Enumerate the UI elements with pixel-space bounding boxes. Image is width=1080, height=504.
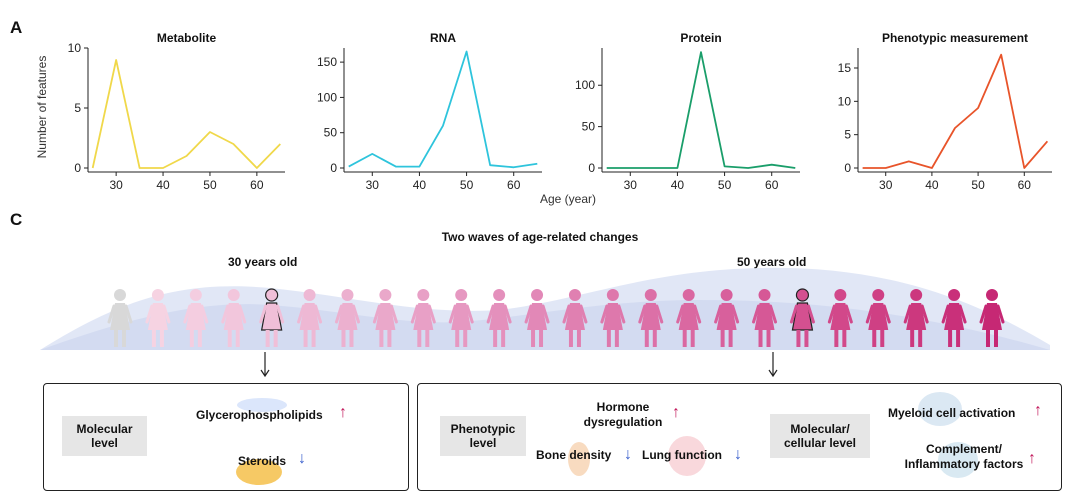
chart-2: Protein 0 50 100 30 40 50 60 <box>575 31 800 192</box>
myeloid-label: Myeloid cell activation <box>888 406 1016 420</box>
wave-title: Two waves of age-related changes <box>441 230 639 244</box>
person-figure <box>979 289 1005 347</box>
panel-c-letter: C <box>10 210 23 229</box>
y-tick-label: 15 <box>838 61 852 75</box>
x-tick-label: 50 <box>718 178 732 192</box>
steroid-icon <box>236 459 282 485</box>
x-tick-label: 50 <box>971 178 985 192</box>
age-50-label: 50 years old <box>737 255 807 269</box>
chart-title: RNA <box>430 31 456 45</box>
bone-density-down-arrow-icon: ↓ <box>624 446 632 463</box>
age-30-label: 30 years old <box>228 255 298 269</box>
y-tick-label: 0 <box>330 161 337 175</box>
molecular-cellular-level-label: Molecular/ cellular level <box>770 414 870 458</box>
phenotypic-molecular-box: Phenotypic level Hormone dysregulation ↑… <box>417 383 1062 491</box>
person-figure <box>714 289 740 347</box>
y-tick-label: 100 <box>317 90 337 104</box>
chart-title: Phenotypic measurement <box>882 31 1028 45</box>
bone-icon <box>568 442 590 476</box>
glycerophospholipids-up-arrow-icon: ↑ <box>339 404 347 421</box>
chart-1: RNA 0 50 100 150 30 40 50 60 <box>317 31 542 192</box>
x-tick-label: 50 <box>203 178 217 192</box>
x-tick-label: 30 <box>109 178 123 192</box>
x-tick-label: 40 <box>413 178 427 192</box>
y-tick-label: 0 <box>74 161 81 175</box>
panel-a-letter: A <box>10 18 23 37</box>
person-figure <box>524 289 550 347</box>
y-tick-label: 0 <box>588 161 595 175</box>
person-figure <box>334 289 360 347</box>
complement-icon <box>938 442 978 478</box>
lung-icon <box>668 436 706 476</box>
person-figure <box>259 288 285 347</box>
complement-up-arrow-icon: ↑ <box>1028 450 1036 467</box>
pointer-arrow-icon <box>768 352 778 378</box>
steroids-label: Steroids <box>238 454 287 468</box>
pointer-arrow-icon <box>260 352 270 378</box>
x-tick-label: 40 <box>156 178 170 192</box>
person-figure <box>941 289 967 347</box>
myeloid-cell-icon <box>918 392 962 426</box>
person-figure <box>752 289 778 347</box>
x-tick-label: 30 <box>366 178 380 192</box>
person-figure <box>297 289 323 347</box>
y-tick-label: 150 <box>317 55 337 69</box>
person-figure <box>107 289 133 347</box>
x-tick-label: 60 <box>250 178 264 192</box>
chart-0: Metabolite 0 5 10 30 40 50 60 <box>68 31 285 192</box>
person-figure <box>221 289 247 347</box>
person-figure <box>827 289 853 347</box>
person-figure <box>145 289 171 347</box>
y-tick-label: 0 <box>844 161 851 175</box>
lung-function-down-arrow-icon: ↓ <box>734 446 742 463</box>
myeloid-up-arrow-icon: ↑ <box>1034 402 1042 419</box>
person-figure <box>600 289 626 347</box>
bone-density-label: Bone density <box>536 448 612 462</box>
lipid-icon <box>237 398 287 412</box>
person-figure <box>372 289 398 347</box>
lung-function-label: Lung function <box>642 448 722 462</box>
person-figure <box>638 289 664 347</box>
person-figure <box>789 288 815 347</box>
person-figure <box>676 289 702 347</box>
person-figure <box>486 289 512 347</box>
person-figure <box>410 289 436 347</box>
hormone-up-arrow-icon: ↑ <box>672 404 680 421</box>
y-tick-label: 10 <box>838 94 852 108</box>
chart-3: Phenotypic measurement 0 5 10 15 30 40 50 60 <box>838 31 1052 192</box>
chart-title: Protein <box>680 31 721 45</box>
chart-title: Metabolite <box>157 31 217 45</box>
person-figure <box>865 289 891 347</box>
x-tick-label: 30 <box>624 178 638 192</box>
x-tick-label: 40 <box>925 178 939 192</box>
y-tick-label: 50 <box>324 126 338 140</box>
steroids-down-arrow-icon: ↓ <box>298 450 306 467</box>
x-tick-label: 30 <box>879 178 893 192</box>
x-axis-label: Age (year) <box>540 192 597 206</box>
y-tick-label: 50 <box>582 120 596 134</box>
x-tick-label: 50 <box>460 178 474 192</box>
person-figure <box>183 289 209 347</box>
hormone-label: Hormone dysregulation <box>583 400 663 429</box>
molecular-box: Molecular level Glycerophospholipids ↑ S… <box>43 383 409 491</box>
y-tick-label: 5 <box>844 128 851 142</box>
person-figure <box>903 289 929 347</box>
glycerophospholipids-label: Glycerophospholipids <box>196 408 323 422</box>
person-figure <box>448 289 474 347</box>
y-tick-label: 10 <box>68 41 82 55</box>
x-tick-label: 60 <box>507 178 521 192</box>
y-tick-label: 100 <box>575 78 595 92</box>
x-tick-label: 60 <box>765 178 779 192</box>
complement-label: Complement/ Inflammatory factors <box>904 442 1024 471</box>
molecular-level-label: Molecular level <box>62 416 147 456</box>
x-tick-label: 60 <box>1018 178 1032 192</box>
y-tick-label: 5 <box>74 101 81 115</box>
x-tick-label: 40 <box>671 178 685 192</box>
person-figure <box>562 289 588 347</box>
phenotypic-level-label: Phenotypic level <box>440 416 526 456</box>
